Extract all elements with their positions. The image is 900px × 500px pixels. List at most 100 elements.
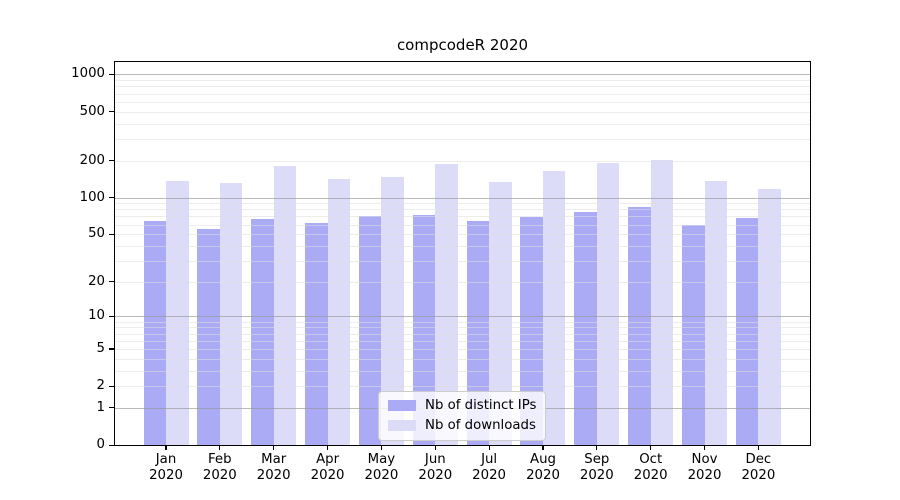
x-tick-mark: [703, 446, 706, 450]
gridline: [115, 316, 810, 318]
gridline: [115, 209, 810, 211]
y-tick-label: 10: [88, 308, 105, 324]
x-tick-mark: [488, 446, 490, 450]
y-tick-mark: [109, 348, 114, 350]
x-tick-label: Oct 2020: [633, 452, 668, 483]
y-tick-label: 1: [96, 399, 105, 415]
y-tick-label: 1000: [71, 66, 105, 82]
legend-swatch-downloads: [388, 420, 416, 431]
x-tick-label: Aug 2020: [526, 452, 560, 483]
gridline: [115, 234, 810, 236]
bar-distinct-ips-aug: [520, 217, 543, 445]
gridline: [115, 327, 810, 329]
y-tick-label: 500: [79, 103, 105, 119]
y-tick-label: 0: [96, 437, 105, 452]
y-tick-mark: [109, 111, 114, 113]
legend: Nb of distinct IPs Nb of downloads: [378, 391, 547, 441]
legend-row-distinct-ips: Nb of distinct IPs: [388, 397, 536, 414]
y-tick-label: 100: [79, 189, 105, 205]
x-tick-label: Dec 2020: [741, 452, 776, 483]
x-tick-mark: [219, 446, 221, 450]
x-tick-mark: [165, 446, 167, 450]
bar-distinct-ips-nov: [682, 224, 705, 445]
y-tick-mark: [109, 385, 114, 387]
x-tick-label: Jul 2020: [472, 452, 507, 483]
y-tick-label: 2: [96, 378, 105, 394]
bar-downloads-may: [381, 177, 404, 445]
y-tick-mark: [109, 281, 114, 283]
gridline: [115, 333, 810, 335]
bar-downloads-apr: [327, 179, 351, 445]
legend-swatch-distinct-ips: [388, 400, 416, 411]
x-tick-label: Nov 2020: [687, 452, 722, 483]
y-tick-mark: [109, 160, 114, 162]
y-tick-label: 20: [88, 273, 105, 289]
bar-distinct-ips-jul: [466, 221, 490, 445]
bars-layer: [115, 62, 810, 445]
y-tick-mark: [109, 73, 114, 76]
gridline: [115, 321, 810, 323]
gridline: [115, 123, 810, 125]
bar-distinct-ips-dec: [735, 217, 759, 445]
gridline: [115, 340, 810, 342]
bar-distinct-ips-feb: [197, 229, 220, 445]
bar-downloads-oct: [650, 160, 674, 445]
gridline: [115, 224, 810, 226]
bar-downloads-mar: [273, 165, 297, 445]
gridline: [115, 358, 810, 360]
bar-downloads-sep: [596, 163, 620, 445]
legend-label-downloads: Nb of downloads: [425, 418, 536, 433]
x-tick-label: Mar 2020: [256, 452, 291, 483]
grid-layer: [115, 62, 810, 445]
gridline: [115, 245, 810, 247]
y-tick-mark: [109, 233, 114, 235]
gridline: [115, 74, 810, 76]
y-tick-mark: [109, 407, 114, 409]
y-tick-mark: [109, 315, 114, 318]
y-tick-label: 200: [79, 152, 105, 168]
x-tick-mark: [757, 446, 759, 450]
gridline: [115, 216, 810, 218]
gridline: [115, 93, 810, 95]
gridline: [115, 197, 810, 199]
x-tick-label: Apr 2020: [310, 452, 345, 483]
legend-row-downloads: Nb of downloads: [388, 417, 536, 434]
x-tick-label: Jun 2020: [418, 452, 453, 483]
x-tick-mark: [380, 446, 382, 450]
bar-downloads-aug: [542, 170, 566, 445]
gridline: [115, 260, 810, 262]
gridline: [115, 101, 810, 103]
gridline: [115, 86, 810, 88]
y-tick-mark: [109, 444, 114, 446]
x-tick-mark: [542, 446, 544, 450]
legend-label-distinct-ips: Nb of distinct IPs: [425, 398, 537, 413]
y-tick-mark: [109, 197, 114, 199]
bar-downloads-jul: [489, 181, 512, 445]
gridline: [115, 370, 810, 372]
x-tick-label: May 2020: [364, 452, 399, 483]
x-tick-label: Jan 2020: [149, 452, 183, 483]
gridline: [115, 80, 810, 82]
y-tick-label: 5: [96, 340, 105, 356]
bar-distinct-ips-jan: [143, 221, 166, 445]
chart-title: compcodeR 2020: [396, 36, 529, 54]
gridline: [115, 203, 810, 205]
bar-distinct-ips-jun: [412, 214, 436, 445]
x-tick-mark: [326, 446, 329, 450]
x-tick-mark: [650, 446, 652, 450]
bar-distinct-ips-may: [358, 215, 382, 445]
gridline: [115, 111, 810, 113]
gridline: [115, 138, 810, 140]
gridline: [115, 348, 810, 350]
bar-downloads-feb: [219, 182, 243, 445]
x-tick-label: Sep 2020: [579, 452, 614, 483]
bar-distinct-ips-mar: [251, 218, 274, 445]
x-tick-label: Feb 2020: [202, 452, 237, 483]
bar-distinct-ips-oct: [628, 206, 651, 445]
gridline: [115, 281, 810, 283]
x-tick-mark: [596, 446, 598, 450]
gridline: [115, 386, 810, 388]
y-tick-label: 50: [88, 226, 105, 242]
plot-area: Nb of distinct IPs Nb of downloads: [114, 61, 811, 446]
